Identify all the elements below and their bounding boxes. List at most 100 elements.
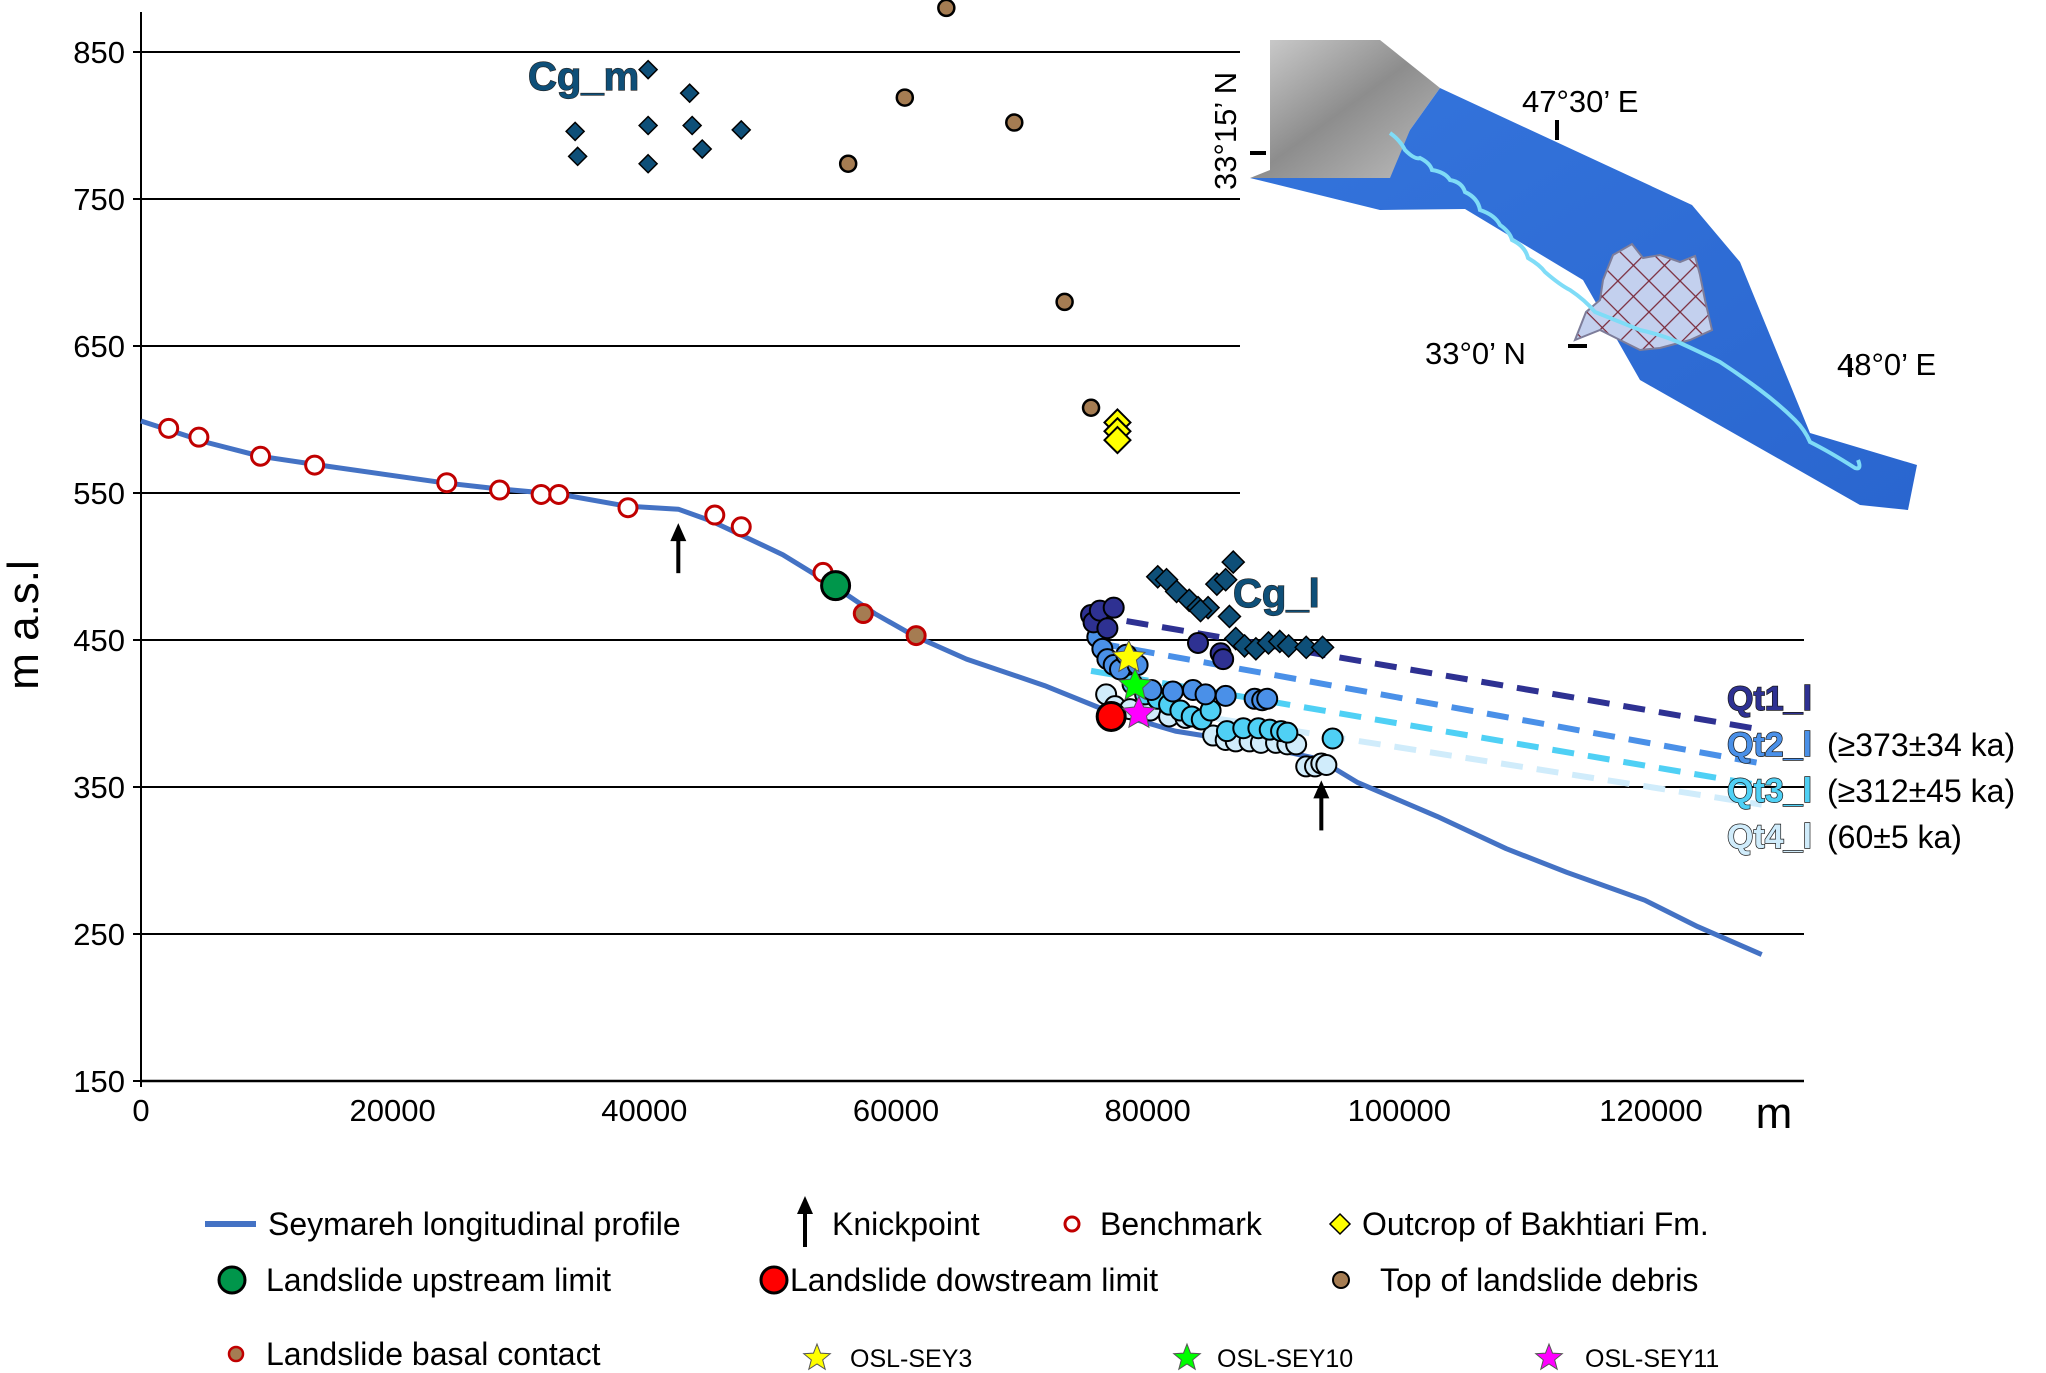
y-tick-labels: 150 250 350 450 550 650 750 850 [73,35,125,1099]
debris-point [1055,292,1074,312]
x-axis-label: m [1756,1089,1793,1138]
legend-item-benchmark: Benchmark [1063,1206,1263,1242]
bakhtiari-point [1103,425,1132,455]
cg-m-point [679,83,700,104]
arrow-up-icon [797,1196,813,1247]
qt4-label: Qt4_l [1727,818,1812,856]
debris-point [1081,398,1101,417]
star-shape [1172,1342,1202,1371]
legend-item-debris: Top of landslide debris [1332,1262,1698,1298]
cg-l-point [1310,635,1335,660]
legend-item-osl-sey3: OSL-SEY3 [802,1342,972,1373]
qt1-label: Qt1_l [1727,680,1812,718]
star-icon [802,1342,832,1371]
terrace-point-qt3 [1276,721,1299,744]
terrace-point-qt1 [1187,631,1209,654]
legend-item-downstream-limit: Landslide dowstream limit [759,1262,1158,1298]
cg-l-label: Cg_l [1233,572,1320,616]
star-shape [1534,1342,1564,1371]
cg-m-label: Cg_m [528,55,639,99]
debris-swatch [1332,1271,1350,1289]
benchmark-point [548,483,570,505]
basal-contact-point [852,603,874,625]
terrace-point-qt2 [1214,684,1237,707]
downstream-limit-swatch [759,1265,789,1295]
cg-m-point [638,153,659,174]
knickpoint-arrow [1313,780,1330,831]
arrow-head [1313,780,1330,799]
terrace-trend-2 [1096,639,1763,767]
upstream-limit-swatch [217,1265,247,1295]
terrace-trend-4 [1109,698,1763,808]
terrace-point-qt4 [1315,753,1338,776]
qt3-label: Qt3_l [1727,772,1812,810]
lat-top-label: 33°15’ N [1208,72,1243,190]
y-tick-label: 250 [73,917,125,952]
legend-item-upstream-limit: Landslide upstream limit [217,1262,611,1298]
cg-m-point [731,119,752,140]
debris-point [1005,113,1024,132]
cg-l-point [1294,635,1319,660]
star-icon [1172,1342,1202,1371]
hillshade-area [1250,40,1440,178]
basal-contact-swatch [227,1345,245,1363]
x-tick-label: 0 [132,1093,149,1128]
gridlines [133,51,1804,1082]
benchmark-point [530,483,552,505]
osl-star-osl-sey11 [1121,695,1157,729]
osl-star-osl-sey3 [1111,639,1147,673]
x-tick-label: 80000 [1105,1093,1191,1128]
x-tick-label: 40000 [601,1093,687,1128]
y-tick-label: 150 [73,1064,125,1099]
legend-label: Landslide dowstream limit [790,1262,1158,1298]
basal-contact-point [905,625,927,647]
legend-label: OSL-SEY11 [1585,1345,1719,1373]
y-tick-label: 650 [73,329,125,364]
y-tick-label: 850 [73,35,125,70]
star-icon [1534,1342,1564,1371]
terrace-labels: Qt1_l Qt2_l (≥373±34 ka) Qt3_l (≥312±45 … [1726,679,2015,856]
terrace-point-qt2 [1161,680,1184,703]
legend-item-osl-sey10: OSL-SEY10 [1172,1342,1353,1373]
cg-m-point [638,59,659,80]
arrow-head [670,523,687,542]
river-path [1388,131,1862,471]
benchmark-point [730,516,752,538]
terrace-point-qt1 [1212,648,1235,671]
bakhtiari-swatch [1328,1212,1352,1236]
downstream-limit-point [1095,700,1127,732]
debris-point [937,0,956,18]
legend-item-bakhtiari: Outcrop of Bakhtiari Fm. [1328,1206,1709,1242]
lon-right-label: 48°0’ E [1837,347,1936,382]
legend-label: Landslide upstream limit [266,1262,611,1298]
legend-label: Seymareh longitudinal profile [268,1206,681,1242]
legend-label: Top of landslide debris [1380,1262,1698,1298]
qt3-age: (≥312±45 ka) [1827,773,2015,809]
legend: Seymareh longitudinal profile Knickpoint… [205,1196,1719,1373]
legend-label: OSL-SEY10 [1217,1345,1353,1373]
cg-m-point [692,138,713,160]
x-tick-label: 100000 [1348,1093,1451,1128]
lon-left-label: 47°30’ E [1522,84,1638,119]
benchmark-point [436,472,458,494]
legend-item-basal-contact: Landslide basal contact [227,1336,601,1372]
x-tick-label: 60000 [853,1093,939,1128]
benchmark-point [304,454,326,476]
lat-mid-label: 33°0’ N [1425,336,1526,371]
benchmark-point [704,504,726,526]
x-tick-labels: 0 20000 40000 60000 80000 100000 120000 [132,1093,1702,1128]
benchmark-point [158,417,180,439]
legend-label: Landslide basal contact [266,1336,601,1372]
benchmark-point [489,479,511,501]
axes [140,12,1804,1087]
y-tick-label: 550 [73,476,125,511]
cg-l-point [1276,633,1301,658]
x-tick-label: 20000 [350,1093,436,1128]
cg-l-point [1213,567,1238,592]
terrace-point-qt2 [1194,683,1217,706]
cg-m-point [638,115,659,136]
y-tick-label: 450 [73,623,125,658]
legend-item-profile: Seymareh longitudinal profile [205,1206,681,1242]
y-tick-label: 350 [73,770,125,805]
debris-point [895,88,915,107]
